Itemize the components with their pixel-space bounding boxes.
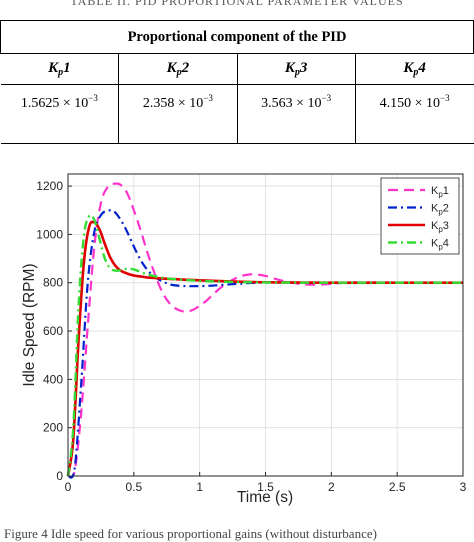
series-line-kp3 xyxy=(66,220,463,477)
x-tick-label: 1.5 xyxy=(257,480,274,494)
x-tick-label: 0.5 xyxy=(125,480,142,494)
table-value-row: 1.5625 × 10−3 2.358 × 10−3 3.563 × 10−3 4.1… xyxy=(0,84,474,144)
y-tick-label: 600 xyxy=(43,324,63,338)
legend-label-kp2: Kp2 xyxy=(431,203,449,217)
value-cell-kp4: 4.150 × 10−3 xyxy=(354,84,474,144)
y-axis-label: Idle Speed (RPM) xyxy=(21,263,38,386)
column-header-kp2: Kp2 xyxy=(118,53,238,85)
x-tick-label: 3 xyxy=(460,480,467,494)
pid-parameter-table: Proportional component of the PID Kp1 Kp2… xyxy=(0,20,474,144)
idle-speed-chart: 0 0.5 1 1.5 2 2.5 3 0 200 400 600 800 1000 1200 Time … xyxy=(0,162,474,524)
table-column-headers: Kp1 Kp2 Kp3 Kp4 xyxy=(0,53,474,85)
legend-label-kp3: Kp3 xyxy=(431,220,449,234)
column-header-kp3: Kp3 xyxy=(236,53,356,85)
y-tick-label: 1000 xyxy=(36,227,63,241)
y-tick-label: 200 xyxy=(43,421,63,435)
axis-ticks: 0 0.5 1 1.5 2 2.5 3 0 200 400 600 800 1000 1200 xyxy=(36,179,466,494)
x-tick-label: 1 xyxy=(196,480,203,494)
x-tick-label: 2 xyxy=(328,480,335,494)
y-tick-label: 1200 xyxy=(36,179,63,193)
figure-caption: Figure 4 Idle speed for various proporti… xyxy=(4,526,377,541)
legend-label-kp4: Kp4 xyxy=(431,238,449,252)
x-axis-label: Time (s) xyxy=(237,489,293,506)
table-caption: TABLE II. PID PROPORTIONAL PARAMETER VAL… xyxy=(70,0,404,8)
series-line-kp4 xyxy=(66,213,463,477)
column-header-kp4: Kp4 xyxy=(354,53,474,85)
y-tick-label: 400 xyxy=(43,372,63,386)
legend-label-kp1: Kp1 xyxy=(431,185,449,199)
legend: Kp1 Kp2 Kp3 Kp4 xyxy=(380,177,460,255)
x-tick-label: 0 xyxy=(65,480,72,494)
y-tick-label: 800 xyxy=(43,276,63,290)
series-line-kp1 xyxy=(67,182,463,479)
value-cell-kp3: 3.563 × 10−3 xyxy=(236,84,356,144)
y-tick-label: 0 xyxy=(56,469,63,483)
x-tick-label: 2.5 xyxy=(389,480,406,494)
value-cell-kp1: 1.5625 × 10−3 xyxy=(0,84,120,144)
value-cell-kp2: 2.358 × 10−3 xyxy=(118,84,238,144)
table-header: Proportional component of the PID xyxy=(0,20,474,54)
column-header-kp1: Kp1 xyxy=(0,53,120,85)
series-lines xyxy=(66,182,463,479)
